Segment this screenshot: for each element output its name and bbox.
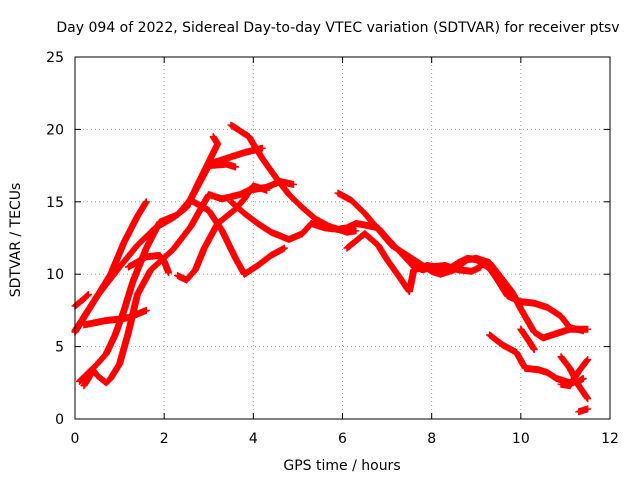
x-tick-label: 2 — [160, 431, 169, 447]
chart-title: Day 094 of 2022, Sidereal Day-to-day VTE… — [56, 20, 619, 36]
series-s9 — [187, 196, 288, 278]
data-point-markers — [575, 405, 592, 416]
y-tick-label: 0 — [55, 412, 64, 428]
data-point-markers — [71, 133, 222, 335]
x-axis-label: GPS time / hours — [283, 458, 400, 474]
y-tick-label: 20 — [46, 122, 64, 138]
data-point-markers — [80, 178, 297, 390]
y-tick-label: 15 — [46, 195, 64, 211]
y-tick-label: 10 — [46, 267, 64, 283]
series-s16 — [517, 325, 538, 353]
y-axis-label: SDTVAR / TECUs — [8, 183, 24, 298]
series-s18 — [557, 356, 592, 390]
data-point-markers — [343, 230, 587, 335]
grid — [75, 57, 610, 419]
x-tick-label: 8 — [427, 431, 436, 447]
data-point-markers — [125, 251, 173, 277]
data-point-markers — [187, 196, 288, 278]
x-tick-label: 0 — [71, 431, 80, 447]
series-s7 — [125, 251, 173, 277]
x-tick-label: 6 — [338, 431, 347, 447]
data-point-markers — [334, 189, 592, 342]
series-s13 — [334, 189, 592, 342]
axis-ticks: 0 2 4 6 8 10 12 0 5 10 15 20 25 — [46, 50, 619, 447]
data-point-markers — [517, 325, 538, 353]
data-point-markers — [557, 356, 592, 390]
x-tick-label: 12 — [601, 431, 619, 447]
series-s12 — [227, 198, 485, 275]
series-s19 — [575, 405, 592, 416]
series-s6 — [80, 178, 297, 390]
series-s3 — [71, 133, 222, 335]
data-point-markers — [227, 198, 485, 275]
x-tick-label: 10 — [512, 431, 530, 447]
data-marks — [71, 121, 592, 416]
y-tick-label: 25 — [46, 50, 64, 66]
x-tick-label: 4 — [249, 431, 258, 447]
y-tick-label: 5 — [55, 340, 64, 356]
series-s14 — [343, 230, 587, 335]
